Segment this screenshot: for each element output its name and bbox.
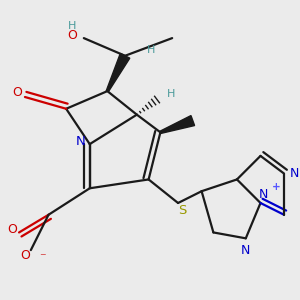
Text: O: O: [7, 223, 16, 236]
Text: N: N: [76, 135, 86, 148]
Text: H: H: [147, 45, 156, 55]
Polygon shape: [106, 53, 130, 92]
Text: O: O: [67, 29, 77, 42]
Text: +: +: [272, 182, 281, 192]
Text: O: O: [13, 86, 22, 99]
Text: S: S: [178, 204, 187, 217]
Text: N: N: [241, 244, 250, 256]
Text: N: N: [290, 167, 299, 180]
Text: ⁻: ⁻: [39, 251, 46, 264]
Polygon shape: [160, 116, 195, 134]
Text: H: H: [68, 21, 76, 31]
Text: H: H: [167, 89, 175, 99]
Text: N: N: [259, 188, 268, 201]
Text: O: O: [20, 250, 30, 262]
